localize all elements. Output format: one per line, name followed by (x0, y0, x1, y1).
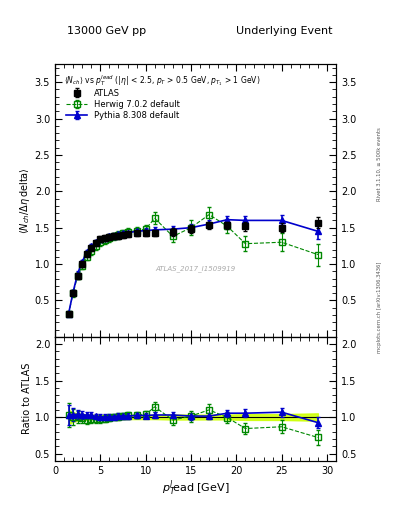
Text: ATLAS_2017_I1509919: ATLAS_2017_I1509919 (155, 265, 236, 272)
Text: $\langle N_{ch}\rangle$ vs $p_T^{lead}$ ($|\eta|$ < 2.5, $p_T$ > 0.5 GeV, $p_{T_: $\langle N_{ch}\rangle$ vs $p_T^{lead}$ … (64, 74, 260, 89)
Text: mcplots.cern.ch [arXiv:1306.3436]: mcplots.cern.ch [arXiv:1306.3436] (377, 262, 382, 353)
Text: Rivet 3.1.10, ≥ 500k events: Rivet 3.1.10, ≥ 500k events (377, 127, 382, 201)
Y-axis label: Ratio to ATLAS: Ratio to ATLAS (22, 363, 32, 435)
Text: 13000 GeV pp: 13000 GeV pp (67, 26, 146, 36)
X-axis label: $p_T^l\!$ead [GeV]: $p_T^l\!$ead [GeV] (162, 478, 229, 498)
Y-axis label: $\langle N_{ch} / \Delta\eta\,\mathrm{delta}\rangle$: $\langle N_{ch} / \Delta\eta\,\mathrm{de… (18, 167, 32, 234)
Legend: ATLAS, Herwig 7.0.2 default, Pythia 8.308 default: ATLAS, Herwig 7.0.2 default, Pythia 8.30… (65, 87, 182, 122)
Text: Underlying Event: Underlying Event (235, 26, 332, 36)
